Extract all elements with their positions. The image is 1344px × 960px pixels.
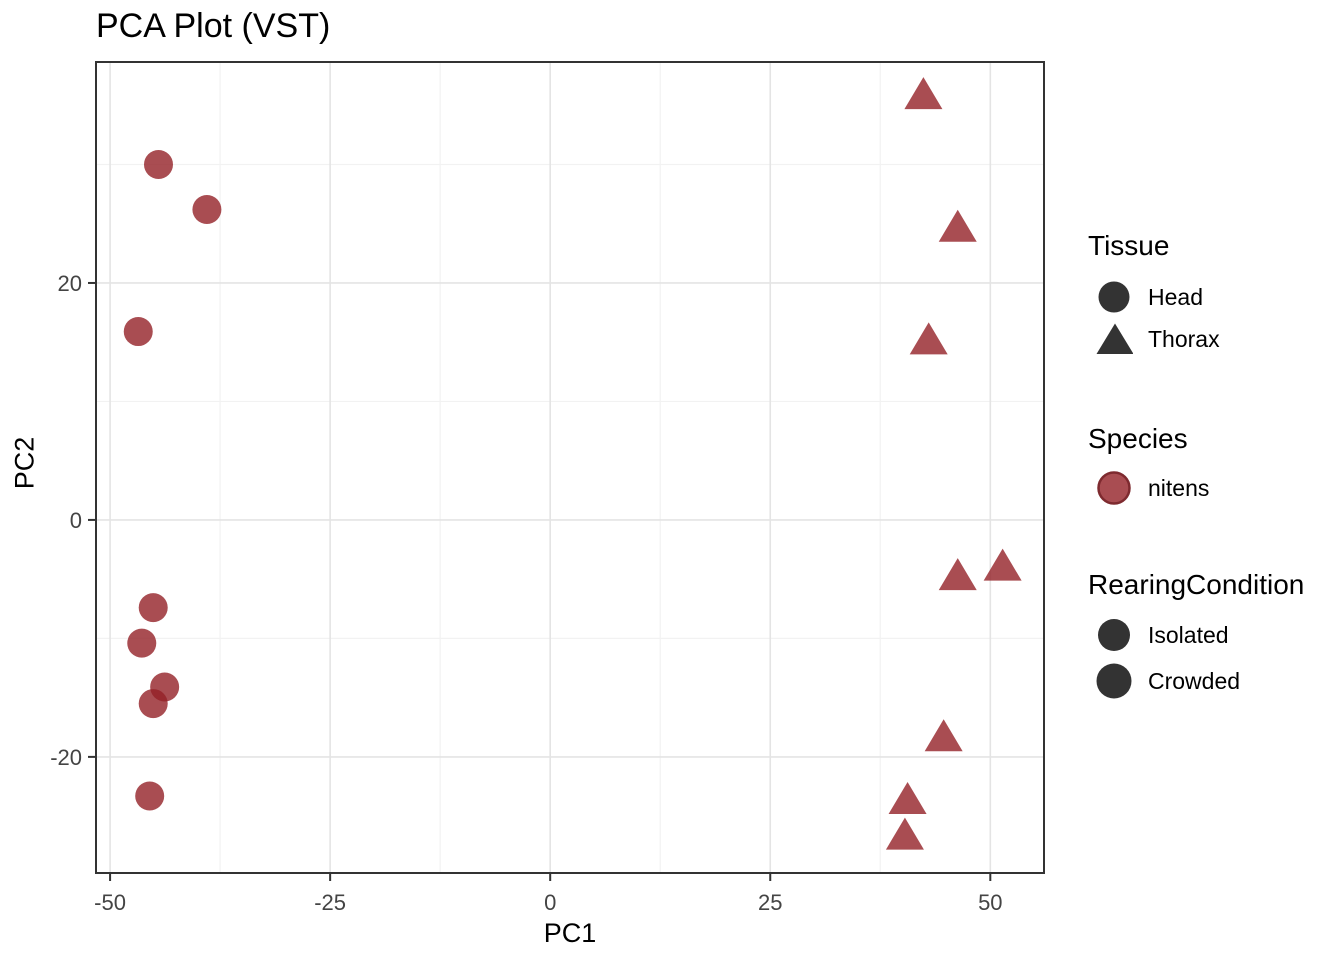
x-tick-label: 0 bbox=[544, 890, 556, 915]
legend-title-species: Species bbox=[1088, 423, 1188, 454]
data-point-head bbox=[143, 149, 173, 179]
data-point-thorax bbox=[904, 77, 943, 110]
thorax-triangle-icon bbox=[1095, 321, 1133, 357]
legend-item-crowded: Crowded bbox=[1095, 659, 1240, 703]
data-point-thorax bbox=[909, 322, 948, 355]
y-axis-title: PC2 bbox=[9, 436, 40, 490]
x-axis-title: PC1 bbox=[543, 918, 597, 948]
legend-label-thorax: Thorax bbox=[1148, 325, 1220, 352]
plot-title: PCA Plot (VST) bbox=[96, 7, 331, 45]
data-point-head bbox=[135, 781, 165, 811]
legend-label-nitens: nitens bbox=[1148, 474, 1210, 501]
legend-item-nitens: nitens bbox=[1095, 466, 1209, 510]
legend-item-thorax: Thorax bbox=[1095, 317, 1220, 361]
data-point-head bbox=[127, 628, 157, 658]
legend-item-isolated: Isolated bbox=[1095, 613, 1229, 657]
data-point-head bbox=[192, 195, 222, 225]
x-tick-label: -50 bbox=[94, 890, 126, 915]
legend-item-head: Head bbox=[1095, 275, 1203, 319]
isolated-circle-icon bbox=[1095, 616, 1133, 654]
nitens-circle-icon bbox=[1095, 469, 1133, 507]
legend-title-rearing-condition: RearingCondition bbox=[1088, 569, 1305, 600]
data-point-thorax bbox=[888, 782, 927, 815]
panel-background bbox=[96, 62, 1044, 873]
data-point-thorax bbox=[983, 548, 1022, 581]
x-tick-label: 25 bbox=[758, 890, 782, 915]
data-point-head bbox=[138, 593, 168, 623]
y-tick-label: 0 bbox=[70, 508, 82, 533]
legend-title-tissue: Tissue bbox=[1088, 230, 1170, 261]
data-point-thorax bbox=[924, 719, 963, 752]
legend: Tissue Head Thorax Species nitens Rearin… bbox=[1088, 0, 1344, 960]
data-point-thorax bbox=[885, 817, 924, 850]
data-point-thorax bbox=[938, 558, 977, 591]
head-circle-icon bbox=[1095, 279, 1133, 315]
legend-label-crowded: Crowded bbox=[1148, 667, 1241, 694]
data-point-thorax bbox=[938, 209, 977, 242]
y-tick-label: -20 bbox=[50, 745, 82, 770]
data-point-head bbox=[123, 317, 153, 347]
legend-label-head: Head bbox=[1148, 283, 1203, 310]
x-tick-label: 50 bbox=[978, 890, 1002, 915]
y-tick-label: 20 bbox=[58, 271, 82, 296]
data-point-head bbox=[138, 689, 168, 719]
x-tick-label: -25 bbox=[314, 890, 346, 915]
panel-border bbox=[95, 61, 1045, 874]
legend-label-isolated: Isolated bbox=[1148, 621, 1229, 648]
crowded-circle-icon bbox=[1095, 662, 1133, 700]
